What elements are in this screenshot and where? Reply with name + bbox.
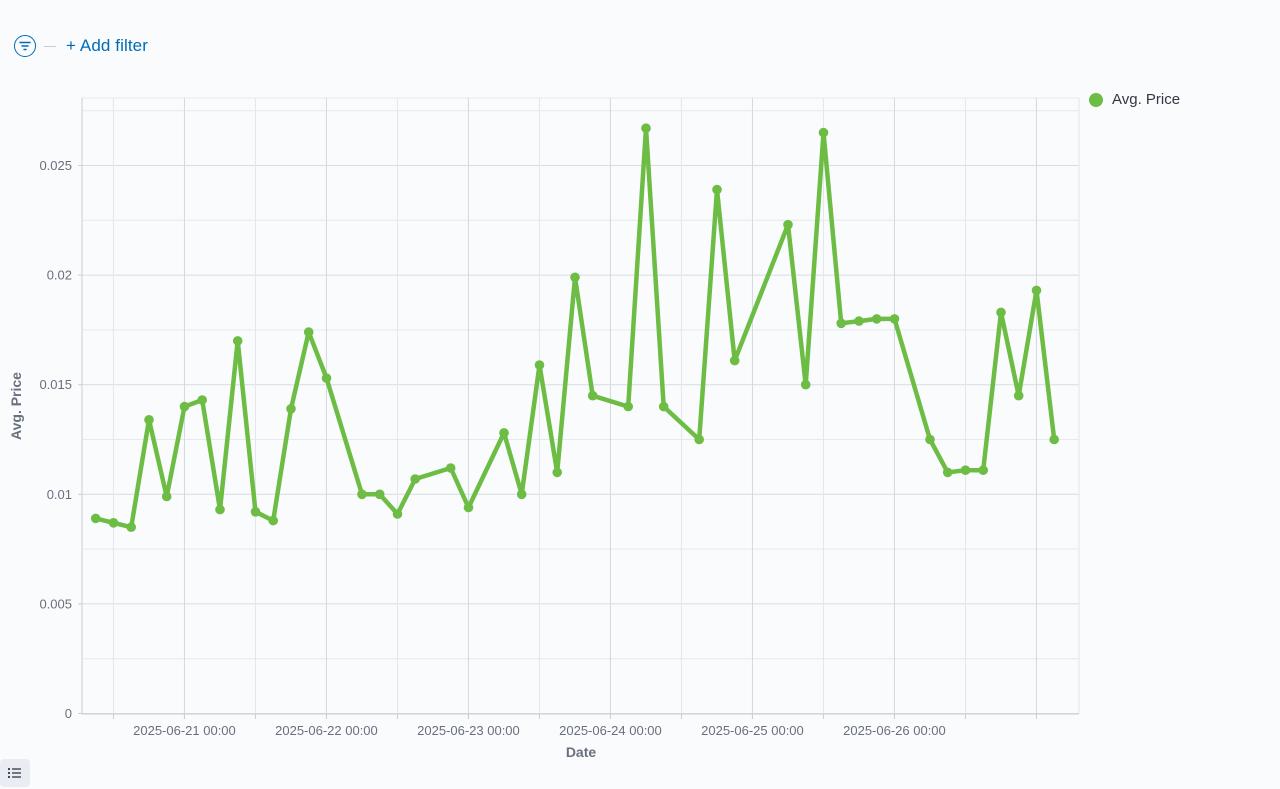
data-point xyxy=(286,404,296,414)
data-point xyxy=(694,434,704,445)
data-point xyxy=(357,489,367,500)
data-point xyxy=(374,489,385,500)
list-icon[interactable] xyxy=(0,759,30,787)
data-point xyxy=(499,428,509,438)
data-point xyxy=(126,522,136,532)
data-point xyxy=(978,465,988,476)
x-tick-label: 2025-06-22 00:00 xyxy=(275,723,378,738)
data-point xyxy=(570,272,580,283)
filter-bar: + Add filter xyxy=(14,34,148,58)
series-avg-price xyxy=(90,123,1059,532)
data-point xyxy=(1049,434,1059,445)
data-point xyxy=(889,314,900,324)
data-point xyxy=(783,219,793,230)
legend-color-dot xyxy=(1089,92,1103,107)
filter-separator xyxy=(44,45,56,47)
x-axis-ticks: 2025-06-21 00:00 2025-06-22 00:00 2025-06-… xyxy=(112,714,1037,738)
x-tick-label: 2025-06-23 00:00 xyxy=(417,723,520,738)
add-filter-button[interactable]: + Add filter xyxy=(66,36,148,55)
chart-axes xyxy=(81,98,1079,715)
data-point xyxy=(658,401,669,412)
data-point xyxy=(712,184,722,195)
data-point xyxy=(942,467,953,478)
data-point xyxy=(1031,285,1042,296)
data-point xyxy=(161,491,172,502)
y-tick-label: 0.01 xyxy=(47,487,72,502)
data-point xyxy=(996,307,1006,318)
chart-grid xyxy=(82,97,1080,714)
data-point xyxy=(250,507,261,517)
data-point xyxy=(268,515,279,526)
x-tick-label: 2025-06-24 00:00 xyxy=(559,723,662,738)
data-point xyxy=(623,401,633,412)
y-tick-label: 0 xyxy=(65,706,72,721)
data-point xyxy=(232,336,243,346)
data-point xyxy=(303,327,314,337)
data-point xyxy=(516,489,527,500)
data-point xyxy=(215,504,225,515)
x-tick-label: 2025-06-25 00:00 xyxy=(701,723,804,738)
x-axis-label: Date xyxy=(566,744,597,760)
data-point xyxy=(534,360,545,370)
legend-item-avg-price[interactable]: Avg. Price xyxy=(1089,91,1180,108)
data-point xyxy=(90,513,101,524)
y-tick-label: 0.015 xyxy=(39,377,72,392)
data-point xyxy=(552,467,562,478)
series-line xyxy=(93,125,1057,530)
data-point xyxy=(925,434,935,445)
data-point xyxy=(108,518,119,528)
y-axis-ticks: 0 0.005 0.01 0.015 0.02 0.025 xyxy=(39,158,82,721)
filter-icon[interactable] xyxy=(14,35,36,57)
data-point xyxy=(854,316,864,326)
data-point xyxy=(641,123,651,133)
data-point xyxy=(818,127,829,138)
data-point xyxy=(197,395,207,405)
data-point xyxy=(463,502,474,513)
data-point xyxy=(445,463,456,473)
data-point xyxy=(179,401,190,412)
data-point xyxy=(800,379,811,390)
data-point xyxy=(871,314,882,324)
x-tick-label: 2025-06-26 00:00 xyxy=(843,723,946,738)
data-point xyxy=(392,509,403,519)
x-tick-label: 2025-06-21 00:00 xyxy=(133,723,236,738)
data-point xyxy=(587,390,598,401)
data-point xyxy=(1013,390,1024,401)
y-axis-label: Avg. Price xyxy=(8,372,24,440)
y-tick-label: 0.005 xyxy=(39,596,72,611)
data-point xyxy=(729,355,740,366)
data-point xyxy=(410,474,421,484)
data-point xyxy=(836,318,846,329)
y-tick-label: 0.02 xyxy=(47,268,72,283)
y-tick-label: 0.025 xyxy=(39,158,72,173)
data-point xyxy=(960,465,971,476)
data-point xyxy=(321,373,332,383)
data-point xyxy=(144,415,154,425)
legend-label: Avg. Price xyxy=(1112,91,1181,108)
